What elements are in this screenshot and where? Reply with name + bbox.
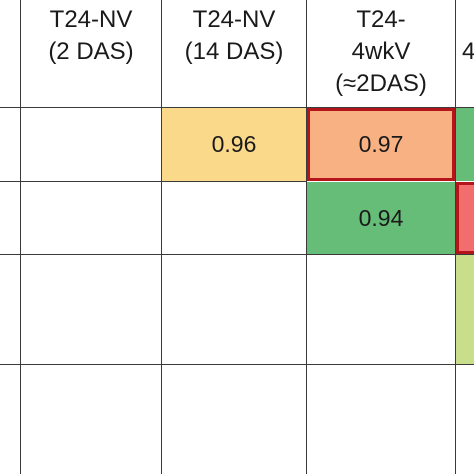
column-header-4: 4 <box>462 36 474 68</box>
column-header-2-line1: T24-NV <box>192 6 276 33</box>
column-header-2: T24-NV (14 DAS) <box>162 4 306 68</box>
cell-r1-c4 <box>456 108 474 181</box>
column-header-1-line1: T24-NV <box>49 6 133 33</box>
cell-r2-c3: 0.94 <box>307 182 455 254</box>
cell-r1-c3-value: 0.97 <box>358 131 404 157</box>
column-header-1: T24-NV (2 DAS) <box>21 4 161 68</box>
column-header-2-line2: (14 DAS) <box>184 38 284 65</box>
grid-hline-header <box>0 107 474 108</box>
column-header-3-line3: (≈2DAS) <box>335 70 427 97</box>
row-label-fragment: l <box>0 404 1 430</box>
cell-r1-c2: 0.96 <box>162 108 306 181</box>
cell-r3-c4 <box>456 255 474 364</box>
cell-r2-c4 <box>456 182 474 254</box>
grid-vline-3 <box>306 0 307 474</box>
grid-vline-1 <box>20 0 21 474</box>
grid-hline-row3 <box>0 364 474 365</box>
cell-r1-c2-value: 0.96 <box>211 131 257 157</box>
cell-r2-c3-value: 0.94 <box>358 204 404 231</box>
grid-hline-row2 <box>0 254 474 255</box>
grid-hline-row1 <box>0 181 306 182</box>
column-header-3-line2: 4wkV <box>351 38 411 65</box>
column-header-3-line1: T24- <box>356 6 406 33</box>
cell-r1-c3: 0.97 <box>307 108 455 181</box>
column-header-3: T24- 4wkV (≈2DAS) <box>307 4 455 100</box>
grid-vline-4 <box>455 0 456 474</box>
column-header-1-line2: (2 DAS) <box>48 38 134 65</box>
column-header-4-line1: 4 <box>462 38 474 65</box>
grid-vline-2 <box>161 0 162 474</box>
